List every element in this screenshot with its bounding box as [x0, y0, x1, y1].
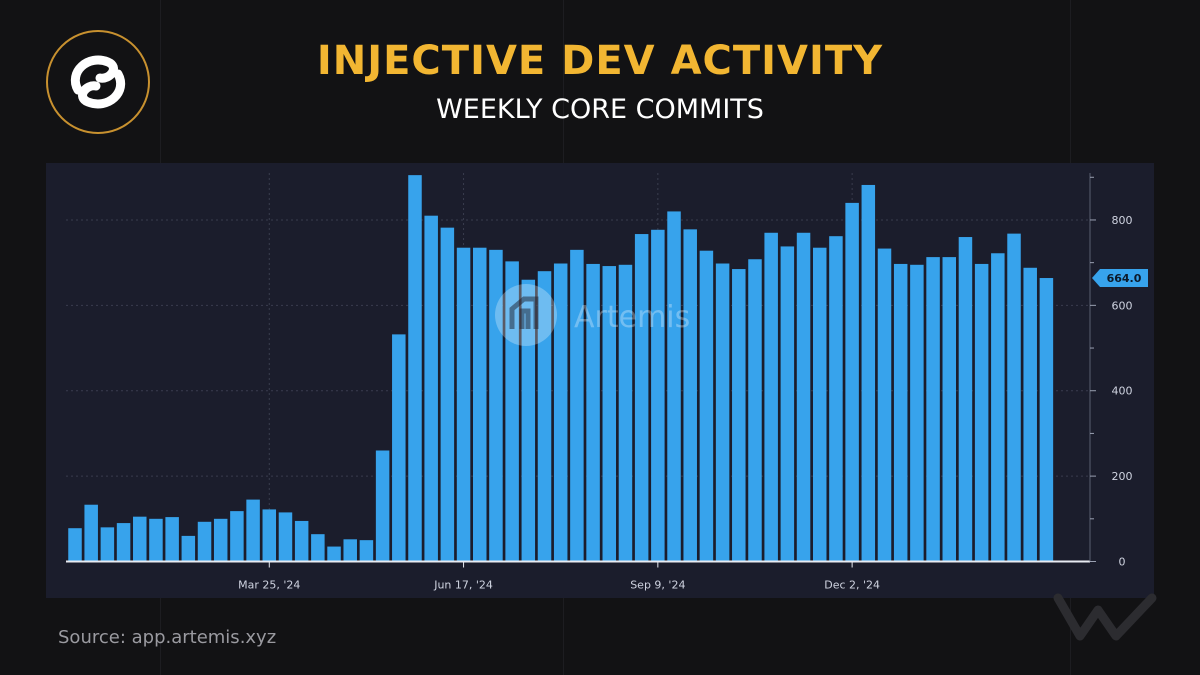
bar: [408, 175, 422, 562]
bar: [165, 517, 179, 562]
bar: [910, 264, 924, 562]
bar: [699, 250, 714, 562]
bar: [1039, 278, 1054, 562]
bar: [942, 257, 957, 562]
bar: [812, 247, 827, 562]
x-tick-label: Sep 9, '24: [630, 579, 685, 592]
bar: [845, 202, 859, 562]
bar: [877, 248, 892, 562]
y-tick-label: 400: [1112, 385, 1133, 398]
bar: [230, 511, 244, 562]
bar: [149, 518, 163, 562]
bar: [68, 528, 82, 562]
bar: [278, 512, 293, 562]
x-tick-label: Dec 2, '24: [824, 579, 880, 592]
bar: [570, 249, 584, 562]
bar: [343, 539, 357, 562]
bar: [246, 499, 260, 562]
bar: [748, 259, 762, 562]
injective-logo: [46, 30, 150, 134]
bar-chart: Artemis 0 200 400 600 800 Mar 25, '24 Jun 17, '…: [66, 173, 1148, 592]
bar: [651, 229, 665, 562]
bar: [715, 263, 730, 562]
bar: [634, 234, 649, 562]
watermark-text: Artemis: [574, 300, 690, 335]
bar: [780, 246, 795, 562]
bar: [764, 232, 778, 562]
page-subtitle: WEEKLY CORE COMMITS: [436, 94, 764, 125]
bar: [375, 450, 390, 562]
bar: [311, 534, 325, 562]
bar: [1023, 267, 1037, 562]
corner-brand-icon: [1053, 593, 1157, 641]
bar: [424, 215, 438, 562]
bar: [796, 232, 811, 562]
y-tick-label: 0: [1119, 556, 1126, 569]
bar: [327, 546, 341, 562]
bar: [116, 523, 131, 562]
watermark-icon-mark: [509, 296, 539, 329]
last-value-tag: [1092, 269, 1148, 288]
bar: [667, 211, 681, 562]
bar: [974, 263, 989, 562]
bar: [294, 520, 309, 562]
bar: [991, 253, 1005, 562]
last-value-label: 664.0: [1107, 272, 1142, 285]
bar: [392, 334, 406, 562]
bar: [456, 247, 471, 562]
bar: [521, 279, 536, 562]
bar: [489, 249, 503, 562]
x-tick-label: Mar 25, '24: [238, 579, 300, 592]
source-note: Source: app.artemis.xyz: [58, 627, 277, 648]
bar: [618, 264, 633, 562]
y-tick-label: 600: [1112, 299, 1133, 312]
bar: [893, 263, 908, 562]
bar: [537, 271, 552, 562]
bar: [602, 266, 617, 562]
bar: [1007, 233, 1021, 562]
chart-panel: Artemis 0 200 400 600 800 Mar 25, '24 Jun 17, '…: [46, 163, 1154, 598]
x-tick-label: Jun 17, '24: [433, 579, 493, 592]
bar: [829, 236, 843, 562]
bar: [586, 263, 600, 562]
page-title: INJECTIVE DEV ACTIVITY: [316, 38, 884, 84]
bar: [133, 516, 147, 562]
bar: [553, 263, 568, 562]
bar: [732, 269, 746, 562]
y-tick-label: 200: [1112, 470, 1133, 483]
y-tick-label: 800: [1112, 214, 1133, 227]
bar: [84, 504, 98, 562]
bar: [197, 521, 212, 562]
bar: [440, 227, 455, 562]
bar: [861, 184, 876, 562]
bar: [181, 535, 196, 562]
bar: [683, 229, 697, 562]
bar: [473, 247, 487, 562]
bar: [100, 527, 115, 562]
bar: [359, 540, 374, 562]
bar: [262, 509, 277, 562]
injective-logo-icon: [70, 55, 126, 109]
bar: [926, 257, 940, 562]
bar: [505, 261, 519, 562]
bar: [213, 518, 228, 562]
bar: [958, 237, 973, 562]
